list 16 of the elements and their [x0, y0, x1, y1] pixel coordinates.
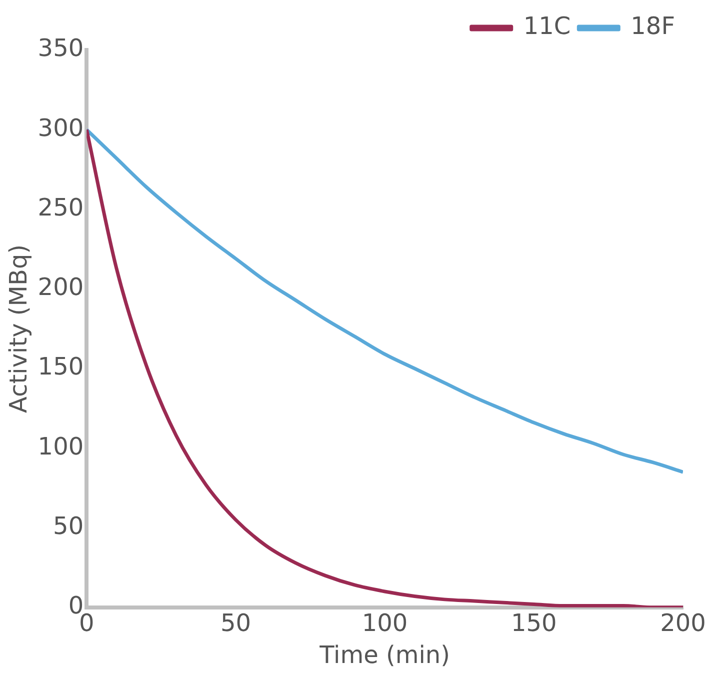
y-tick-label: 300 [38, 114, 84, 142]
y-tick-label: 100 [38, 432, 84, 460]
y-axis-title: Activity (MBq) [4, 244, 33, 413]
y-tick-label: 350 [38, 34, 84, 62]
legend-label: 11C [523, 12, 571, 40]
y-tick-label: 200 [38, 273, 84, 302]
y-tick-label: 250 [38, 193, 84, 222]
x-tick-label: 100 [362, 609, 408, 638]
x-tick-label: 50 [220, 609, 251, 638]
y-tick-label: 50 [53, 512, 84, 540]
y-tick-label: 150 [38, 352, 84, 381]
x-axis-title: Time (min) [318, 640, 450, 669]
legend-label: 18F [630, 12, 675, 40]
line-series [86, 128, 683, 474]
x-tick-label: 200 [660, 609, 706, 638]
x-tick-label: 150 [510, 609, 557, 638]
